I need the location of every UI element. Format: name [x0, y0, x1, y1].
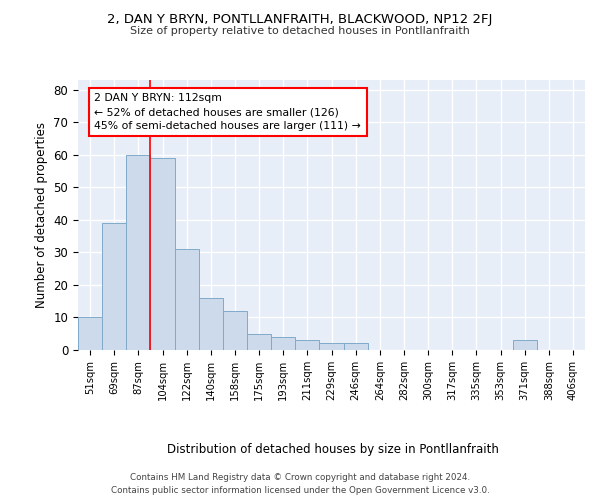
- Bar: [199, 298, 223, 350]
- Text: 2 DAN Y BRYN: 112sqm
← 52% of detached houses are smaller (126)
45% of semi-deta: 2 DAN Y BRYN: 112sqm ← 52% of detached h…: [94, 93, 361, 131]
- Bar: [319, 344, 344, 350]
- Bar: [151, 158, 175, 350]
- Bar: [102, 223, 126, 350]
- Text: Size of property relative to detached houses in Pontllanfraith: Size of property relative to detached ho…: [130, 26, 470, 36]
- Bar: [223, 311, 247, 350]
- Bar: [175, 249, 199, 350]
- Text: 2, DAN Y BRYN, PONTLLANFRAITH, BLACKWOOD, NP12 2FJ: 2, DAN Y BRYN, PONTLLANFRAITH, BLACKWOOD…: [107, 12, 493, 26]
- Bar: [271, 337, 295, 350]
- Y-axis label: Number of detached properties: Number of detached properties: [35, 122, 48, 308]
- Text: Distribution of detached houses by size in Pontllanfraith: Distribution of detached houses by size …: [167, 442, 499, 456]
- Bar: [344, 344, 368, 350]
- Bar: [295, 340, 319, 350]
- Bar: [247, 334, 271, 350]
- Bar: [78, 318, 102, 350]
- Bar: [512, 340, 537, 350]
- Text: Contains HM Land Registry data © Crown copyright and database right 2024.
Contai: Contains HM Land Registry data © Crown c…: [110, 474, 490, 495]
- Bar: [126, 155, 151, 350]
